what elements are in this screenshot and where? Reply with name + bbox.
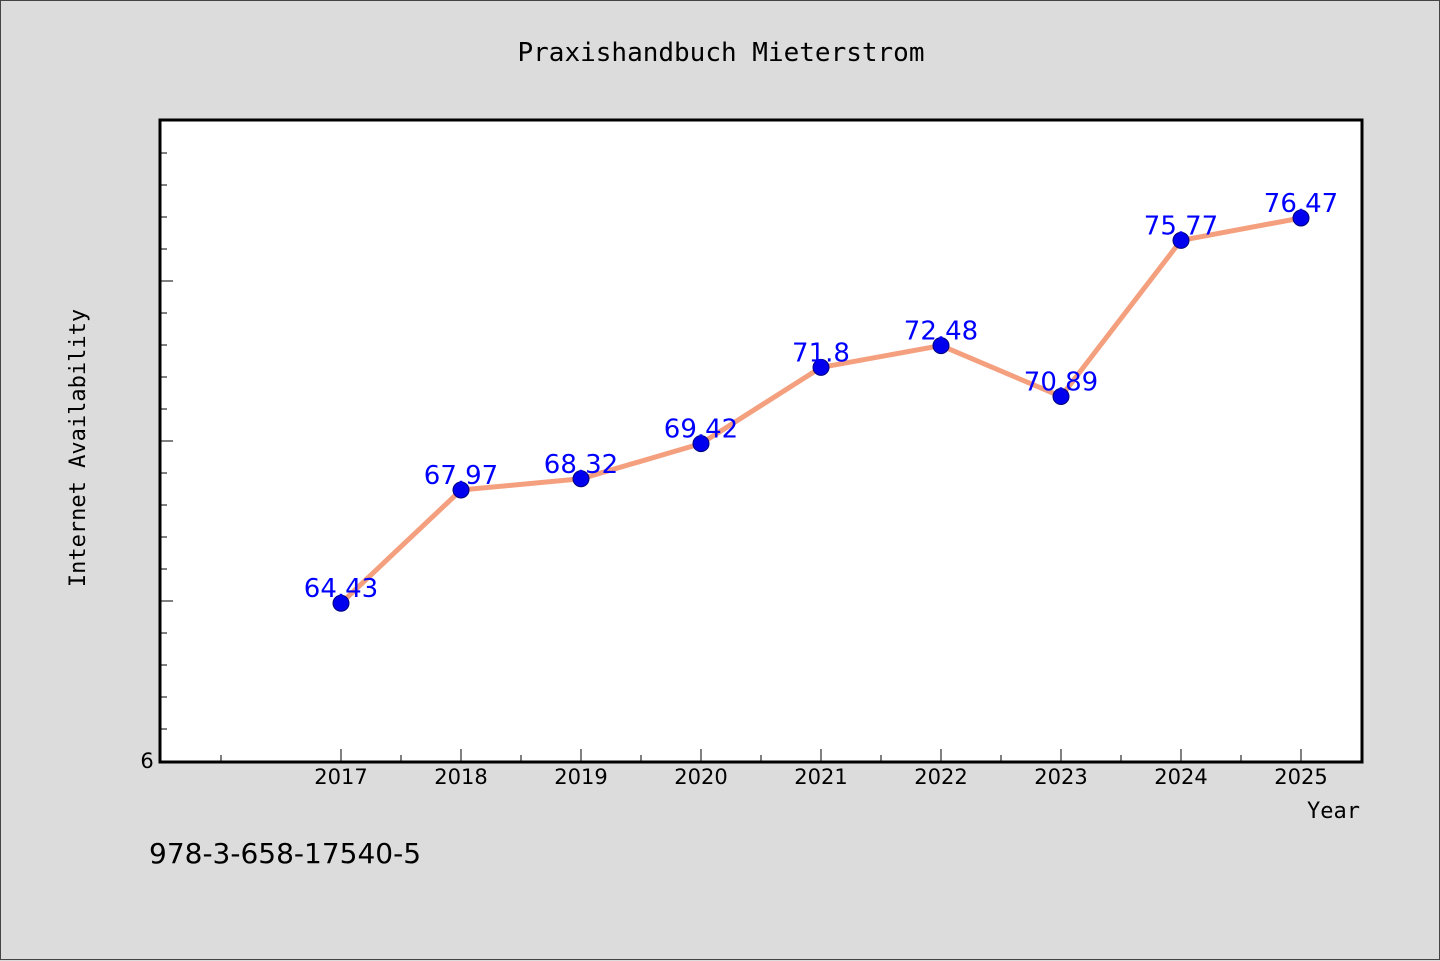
data-point [812,358,830,376]
data-label: 67.97 [424,461,498,491]
data-point [692,435,710,453]
x-tick-label: 2021 [794,765,847,789]
data-label: 64.43 [304,574,378,604]
data-label: 68.32 [544,450,618,480]
x-tick-label: 2019 [554,765,607,789]
data-label: 71.8 [792,338,850,368]
data-label: 72.48 [904,317,978,347]
isbn-text: 978-3-658-17540-5 [149,837,421,870]
data-label: 69.42 [664,415,738,445]
x-tick-label: 2018 [434,765,487,789]
chart-title: Praxishandbuch Mieterstrom [518,38,925,68]
data-point [452,481,470,499]
data-point [1292,209,1310,227]
x-axis-ticks [220,749,1302,761]
data-label: 76.47 [1264,189,1338,219]
data-point [932,337,950,355]
x-tick-label: 2025 [1274,765,1327,789]
data-point [572,470,590,488]
data-point [332,594,350,612]
x-tick-label: 2022 [914,765,967,789]
plot-area [158,118,1364,764]
x-axis-label: Year [1307,799,1360,824]
data-label: 75.77 [1144,211,1218,241]
x-tick-label: 2020 [674,765,727,789]
y-axis-label: Internet Availability [66,309,91,587]
data-point [1172,231,1190,249]
data-labels: 64.43 67.97 68.32 69.42 71.8 72.48 70.89 75.77 7… [304,189,1338,604]
data-label: 70.89 [1024,368,1098,398]
y-axis-ticks [161,120,173,762]
data-point [1052,388,1070,405]
x-tick-label: 2023 [1034,765,1087,789]
x-tick-label: 2017 [314,765,367,789]
x-tick-label: 2024 [1154,765,1207,789]
data-markers [332,209,1310,612]
y-tick-label: 6 [140,749,153,773]
x-axis-tick-labels: 2017 2018 2019 2020 2021 2022 2023 2024 2025 [314,765,1327,789]
